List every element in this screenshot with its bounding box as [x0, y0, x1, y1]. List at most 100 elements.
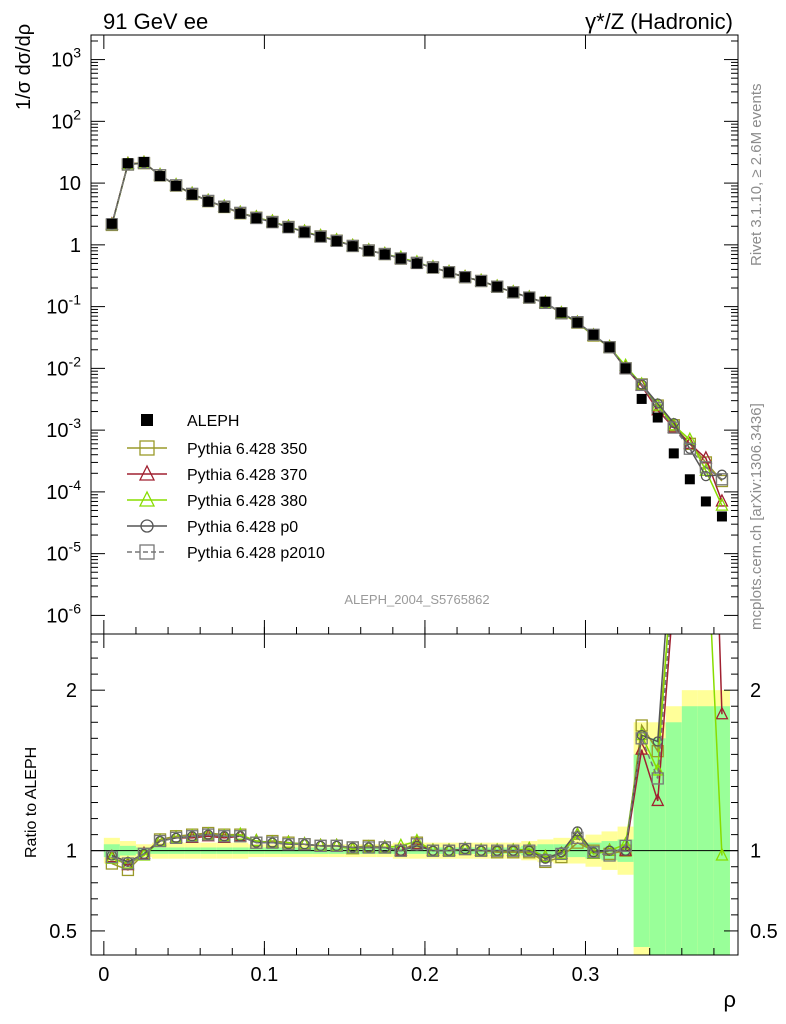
ratio-point-p0 [604, 845, 615, 856]
point-aleph [283, 222, 294, 233]
ratio-point-p0 [315, 840, 326, 852]
point-aleph [700, 496, 711, 507]
point-p2010 [378, 247, 391, 261]
ratio-point-p0 [652, 736, 663, 747]
ratio-point-p380 [651, 762, 665, 776]
ratio-y-tick-label-right: 0.5 [750, 921, 778, 943]
point-p2010 [635, 378, 648, 392]
point-p2010 [603, 341, 616, 354]
y-tick-label: 10-2 [46, 353, 81, 380]
point-aleph [427, 263, 438, 274]
ratio-y-tick-label: 0.5 [49, 921, 77, 943]
point-aleph [636, 393, 647, 404]
point-aleph [492, 281, 503, 292]
ratio-point-p2010 [668, 572, 679, 583]
ratio-point-p2010 [587, 846, 600, 859]
point-aleph [106, 218, 117, 229]
ratio-point-p0 [395, 845, 407, 856]
ratio-point-p2010 [410, 838, 424, 851]
point-p2010 [507, 286, 520, 299]
point-p380 [715, 497, 729, 511]
ratio-y-tick-label: 2 [66, 680, 77, 702]
point-aleph [155, 171, 166, 182]
series-line-p350 [111, 162, 723, 482]
point-p2010 [474, 274, 488, 288]
point-aleph [138, 156, 149, 167]
point-aleph [219, 202, 230, 213]
ratio-point-p370 [684, 411, 695, 422]
y-tick-label: 10-3 [46, 415, 81, 442]
ratio-point-p2010 [571, 831, 584, 844]
x-tick-label: 0.1 [250, 964, 278, 986]
legend-label: Pythia 6.428 380 [187, 493, 307, 510]
ratio-point-p2010 [362, 841, 375, 854]
ratio-point-p2010 [507, 844, 520, 857]
point-p2010 [330, 234, 343, 248]
ratio-point-p0 [251, 837, 262, 848]
point-aleph [652, 412, 663, 423]
ratio-point-p2010 [442, 844, 456, 857]
x-tick-label: 0 [98, 964, 109, 986]
mcplots-label: mcplots.cern.ch [arXiv:1306.3436] [748, 403, 765, 630]
y-tick-label: 102 [51, 106, 81, 133]
legend-marker-p380 [138, 490, 156, 507]
point-aleph [460, 272, 471, 283]
lower-frame [90, 633, 739, 956]
ratio-point-p2010 [394, 844, 408, 857]
ratio-point-p380 [522, 841, 536, 855]
rivet-label: Rivet 3.1.10, ≥ 2.6M events [748, 84, 765, 267]
y-tick-label: 10-1 [46, 292, 81, 319]
point-aleph [411, 258, 422, 269]
band-green [649, 738, 666, 955]
point-aleph [299, 227, 310, 238]
ratio-point-p2010 [491, 844, 504, 857]
ratio-point-p2010 [523, 844, 536, 857]
ratio-point-p2010 [330, 839, 343, 853]
band-green [665, 722, 682, 955]
x-tick-label: 0.3 [572, 964, 600, 986]
ratio-point-p0 [379, 842, 390, 853]
lower-ylabel: Ratio to ALEPH [23, 747, 40, 858]
point-aleph [540, 296, 551, 307]
ratio-point-p370 [635, 741, 649, 755]
ratio-point-p2010 [458, 842, 472, 856]
point-aleph [556, 307, 567, 318]
point-p2010 [346, 239, 359, 253]
ratio-point-p380 [233, 826, 247, 840]
ratio-point-p0 [685, 509, 694, 518]
point-p0 [652, 398, 663, 409]
ratio-point-p0 [717, 244, 726, 253]
ratio-point-p0 [588, 847, 599, 858]
ratio-point-p2010 [185, 830, 199, 843]
point-aleph [315, 231, 326, 242]
point-aleph [347, 241, 358, 252]
y-tick-label: 10-4 [46, 477, 81, 504]
point-aleph [379, 249, 390, 260]
point-p2010 [458, 270, 472, 284]
legend-marker-p0 [140, 519, 154, 533]
point-aleph [588, 329, 599, 340]
point-aleph [187, 189, 198, 200]
y-tick-label: 103 [51, 45, 81, 72]
ratio-point-p2010 [282, 838, 295, 851]
point-aleph [716, 511, 727, 522]
point-p2010 [523, 291, 536, 304]
point-p2010 [619, 362, 632, 375]
ratio-point-p0 [138, 848, 150, 860]
point-aleph [476, 275, 487, 286]
ratio-point-p2010 [314, 839, 327, 853]
ratio-point-p350 [668, 556, 679, 567]
point-p2010 [491, 280, 504, 293]
ratio-point-p2010 [603, 849, 616, 862]
ratio-y-tick-label-right: 1 [750, 841, 761, 863]
series-line-p2010 [111, 162, 723, 480]
point-p2010 [699, 461, 713, 474]
ratio-point-p2010 [202, 828, 215, 841]
ratio-y-tick-label-right: 2 [750, 680, 761, 702]
point-aleph [267, 217, 278, 228]
ratio-point-p370 [715, 706, 729, 720]
ratio-point-p0 [363, 842, 374, 853]
legend-label: Pythia 6.428 p0 [187, 519, 298, 536]
legend-marker-aleph [141, 414, 153, 426]
